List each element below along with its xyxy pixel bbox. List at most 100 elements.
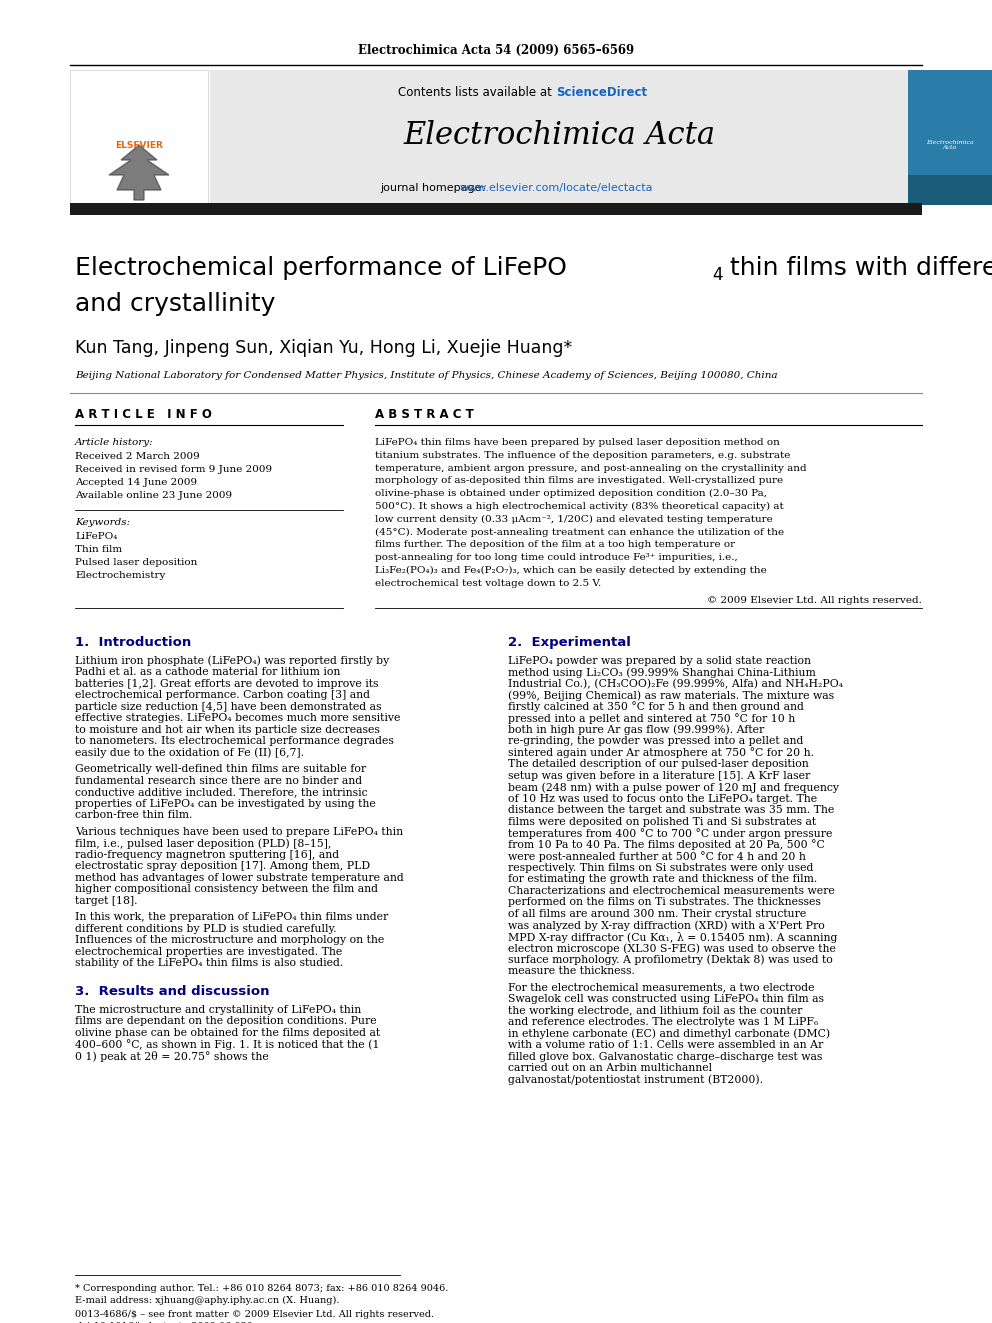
Text: radio-frequency magnetron sputtering [16], and: radio-frequency magnetron sputtering [16…: [75, 849, 339, 860]
Text: Padhi et al. as a cathode material for lithium ion: Padhi et al. as a cathode material for l…: [75, 667, 340, 677]
Text: ELSEVIER: ELSEVIER: [115, 140, 163, 149]
Text: ScienceDirect: ScienceDirect: [556, 86, 647, 99]
Text: Thin film: Thin film: [75, 545, 122, 554]
Text: Pulsed laser deposition: Pulsed laser deposition: [75, 558, 197, 568]
Text: Electrochimica Acta: Electrochimica Acta: [403, 119, 715, 151]
Text: measure the thickness.: measure the thickness.: [508, 966, 635, 976]
Text: Geometrically well-defined thin films are suitable for: Geometrically well-defined thin films ar…: [75, 765, 366, 774]
Text: of 10 Hz was used to focus onto the LiFePO₄ target. The: of 10 Hz was used to focus onto the LiFe…: [508, 794, 817, 803]
Text: re-grinding, the powder was pressed into a pellet and: re-grinding, the powder was pressed into…: [508, 736, 804, 746]
Text: beam (248 nm) with a pulse power of 120 mJ and frequency: beam (248 nm) with a pulse power of 120 …: [508, 782, 839, 792]
Bar: [908, 70, 992, 205]
Text: to moisture and hot air when its particle size decreases: to moisture and hot air when its particl…: [75, 725, 380, 734]
Text: with a volume ratio of 1:1. Cells were assembled in an Ar: with a volume ratio of 1:1. Cells were a…: [508, 1040, 823, 1050]
Text: Lithium iron phosphate (LiFePO₄) was reported firstly by: Lithium iron phosphate (LiFePO₄) was rep…: [75, 656, 389, 667]
Text: titanium substrates. The influence of the deposition parameters, e.g. substrate: titanium substrates. The influence of th…: [375, 451, 791, 460]
Text: method has advantages of lower substrate temperature and: method has advantages of lower substrate…: [75, 873, 404, 882]
Text: method using Li₂CO₃ (99.999% Shanghai China-Lithium: method using Li₂CO₃ (99.999% Shanghai Ch…: [508, 667, 815, 677]
Text: 0 1) peak at 2θ = 20.75° shows the: 0 1) peak at 2θ = 20.75° shows the: [75, 1050, 269, 1061]
Text: film, i.e., pulsed laser deposition (PLD) [8–15],: film, i.e., pulsed laser deposition (PLD…: [75, 837, 331, 848]
Text: Contents lists available at: Contents lists available at: [399, 86, 556, 99]
Text: Beijing National Laboratory for Condensed Matter Physics, Institute of Physics, : Beijing National Laboratory for Condense…: [75, 370, 778, 380]
Text: 400–600 °C, as shown in Fig. 1. It is noticed that the (1: 400–600 °C, as shown in Fig. 1. It is no…: [75, 1039, 380, 1050]
Text: Available online 23 June 2009: Available online 23 June 2009: [75, 491, 232, 500]
Text: and crystallinity: and crystallinity: [75, 292, 276, 316]
Text: the working electrode, and lithium foil as the counter: the working electrode, and lithium foil …: [508, 1005, 803, 1016]
Text: LiFePO₄ thin films have been prepared by pulsed laser deposition method on: LiFePO₄ thin films have been prepared by…: [375, 438, 780, 447]
Text: (45°C). Moderate post-annealing treatment can enhance the utilization of the: (45°C). Moderate post-annealing treatmen…: [375, 528, 784, 537]
Text: Swagelok cell was constructed using LiFePO₄ thin film as: Swagelok cell was constructed using LiFe…: [508, 994, 824, 1004]
Text: for estimating the growth rate and thickness of the film.: for estimating the growth rate and thick…: [508, 875, 817, 884]
Text: to nanometers. Its electrochemical performance degrades: to nanometers. Its electrochemical perfo…: [75, 736, 394, 746]
Polygon shape: [109, 146, 169, 200]
Text: (99%, Beijing Chemical) as raw materials. The mixture was: (99%, Beijing Chemical) as raw materials…: [508, 691, 834, 701]
Text: electron microscope (XL30 S-FEG) was used to observe the: electron microscope (XL30 S-FEG) was use…: [508, 943, 836, 954]
Text: olivine phase can be obtained for the films deposited at: olivine phase can be obtained for the fi…: [75, 1028, 380, 1037]
Text: Various techniques have been used to prepare LiFePO₄ thin: Various techniques have been used to pre…: [75, 827, 403, 836]
Text: films further. The deposition of the film at a too high temperature or: films further. The deposition of the fil…: [375, 540, 735, 549]
Text: morphology of as-deposited thin films are investigated. Well-crystallized pure: morphology of as-deposited thin films ar…: [375, 476, 783, 486]
Text: carbon-free thin film.: carbon-free thin film.: [75, 810, 192, 820]
Text: Influences of the microstructure and morphology on the: Influences of the microstructure and mor…: [75, 935, 384, 945]
Text: Characterizations and electrochemical measurements were: Characterizations and electrochemical me…: [508, 885, 834, 896]
Text: particle size reduction [4,5] have been demonstrated as: particle size reduction [4,5] have been …: [75, 701, 382, 712]
Text: different conditions by PLD is studied carefully.: different conditions by PLD is studied c…: [75, 923, 336, 934]
Text: respectively. Thin films on Si substrates were only used: respectively. Thin films on Si substrate…: [508, 863, 813, 873]
Text: The detailed description of our pulsed-laser deposition: The detailed description of our pulsed-l…: [508, 759, 808, 769]
Text: © 2009 Elsevier Ltd. All rights reserved.: © 2009 Elsevier Ltd. All rights reserved…: [707, 595, 922, 605]
Text: electrochemical test voltage down to 2.5 V.: electrochemical test voltage down to 2.5…: [375, 578, 601, 587]
Text: www.elsevier.com/locate/electacta: www.elsevier.com/locate/electacta: [460, 183, 654, 193]
Text: from 10 Pa to 40 Pa. The films deposited at 20 Pa, 500 °C: from 10 Pa to 40 Pa. The films deposited…: [508, 840, 824, 851]
Text: fundamental research since there are no binder and: fundamental research since there are no …: [75, 775, 362, 786]
Text: Keywords:: Keywords:: [75, 519, 130, 527]
Text: setup was given before in a literature [15]. A KrF laser: setup was given before in a literature […: [508, 770, 810, 781]
Bar: [210, 70, 908, 205]
Text: filled glove box. Galvanostatic charge–discharge test was: filled glove box. Galvanostatic charge–d…: [508, 1052, 822, 1061]
Text: films are dependant on the deposition conditions. Pure: films are dependant on the deposition co…: [75, 1016, 377, 1027]
Text: E-mail address: xjhuang@aphy.iphy.ac.cn (X. Huang).: E-mail address: xjhuang@aphy.iphy.ac.cn …: [75, 1297, 339, 1304]
Text: thin films with different morphology: thin films with different morphology: [722, 255, 992, 280]
Text: in ethylene carbonate (EC) and dimethyl carbonate (DMC): in ethylene carbonate (EC) and dimethyl …: [508, 1028, 830, 1039]
Text: journal homepage:: journal homepage:: [380, 183, 489, 193]
Text: both in high pure Ar gas flow (99.999%). After: both in high pure Ar gas flow (99.999%).…: [508, 725, 764, 736]
Text: 1.  Introduction: 1. Introduction: [75, 635, 191, 648]
Text: For the electrochemical measurements, a two electrode: For the electrochemical measurements, a …: [508, 983, 814, 992]
Bar: [70, 70, 208, 205]
Text: LiFePO₄ powder was prepared by a solid state reaction: LiFePO₄ powder was prepared by a solid s…: [508, 656, 811, 665]
Text: post-annealing for too long time could introduce Fe³⁺ impurities, i.e.,: post-annealing for too long time could i…: [375, 553, 738, 562]
Text: films were deposited on polished Ti and Si substrates at: films were deposited on polished Ti and …: [508, 816, 816, 827]
Text: distance between the target and substrate was 35 mm. The: distance between the target and substrat…: [508, 806, 834, 815]
Text: low current density (0.33 μAcm⁻², 1/20C) and elevated testing temperature: low current density (0.33 μAcm⁻², 1/20C)…: [375, 515, 773, 524]
Text: 0013-4686/$ – see front matter © 2009 Elsevier Ltd. All rights reserved.: 0013-4686/$ – see front matter © 2009 El…: [75, 1310, 434, 1319]
Text: electrostatic spray deposition [17]. Among them, PLD: electrostatic spray deposition [17]. Amo…: [75, 861, 370, 871]
Text: target [18].: target [18].: [75, 896, 138, 906]
Text: Industrial Co.), (CH₃COO)₂Fe (99.999%, Alfa) and NH₄H₂PO₄: Industrial Co.), (CH₃COO)₂Fe (99.999%, A…: [508, 679, 843, 689]
Text: effective strategies. LiFePO₄ becomes much more sensitive: effective strategies. LiFePO₄ becomes mu…: [75, 713, 401, 724]
Text: Accepted 14 June 2009: Accepted 14 June 2009: [75, 478, 197, 487]
Text: 500°C). It shows a high electrochemical activity (83% theoretical capacity) at: 500°C). It shows a high electrochemical …: [375, 501, 784, 511]
Text: Kun Tang, Jinpeng Sun, Xiqian Yu, Hong Li, Xuejie Huang*: Kun Tang, Jinpeng Sun, Xiqian Yu, Hong L…: [75, 339, 572, 357]
Text: surface morphology. A profilometry (Dektak 8) was used to: surface morphology. A profilometry (Dekt…: [508, 955, 832, 966]
Text: Received in revised form 9 June 2009: Received in revised form 9 June 2009: [75, 464, 272, 474]
Text: easily due to the oxidation of Fe (II) [6,7].: easily due to the oxidation of Fe (II) […: [75, 747, 304, 758]
Text: The microstructure and crystallinity of LiFePO₄ thin: The microstructure and crystallinity of …: [75, 1004, 361, 1015]
Text: firstly calcined at 350 °C for 5 h and then ground and: firstly calcined at 350 °C for 5 h and t…: [508, 701, 804, 713]
Text: conductive additive included. Therefore, the intrinsic: conductive additive included. Therefore,…: [75, 787, 368, 796]
Text: pressed into a pellet and sintered at 750 °C for 10 h: pressed into a pellet and sintered at 75…: [508, 713, 796, 724]
Text: Li₃Fe₂(PO₄)₃ and Fe₄(P₂O₇)₃, which can be easily detected by extending the: Li₃Fe₂(PO₄)₃ and Fe₄(P₂O₇)₃, which can b…: [375, 566, 767, 576]
Text: Electrochimica
Acta: Electrochimica Acta: [927, 140, 974, 151]
Text: were post-annealed further at 500 °C for 4 h and 20 h: were post-annealed further at 500 °C for…: [508, 851, 806, 863]
Text: Electrochemistry: Electrochemistry: [75, 572, 166, 579]
Text: temperatures from 400 °C to 700 °C under argon pressure: temperatures from 400 °C to 700 °C under…: [508, 828, 832, 839]
Text: Received 2 March 2009: Received 2 March 2009: [75, 452, 199, 460]
Text: carried out on an Arbin multichannel: carried out on an Arbin multichannel: [508, 1064, 712, 1073]
Text: and reference electrodes. The electrolyte was 1 M LiPF₆: and reference electrodes. The electrolyt…: [508, 1017, 818, 1027]
Text: performed on the films on Ti substrates. The thicknesses: performed on the films on Ti substrates.…: [508, 897, 820, 908]
Text: temperature, ambient argon pressure, and post-annealing on the crystallinity and: temperature, ambient argon pressure, and…: [375, 463, 806, 472]
Text: properties of LiFePO₄ can be investigated by using the: properties of LiFePO₄ can be investigate…: [75, 799, 376, 808]
Text: galvanostat/potentiostat instrument (BT2000).: galvanostat/potentiostat instrument (BT2…: [508, 1074, 763, 1085]
Text: higher compositional consistency between the film and: higher compositional consistency between…: [75, 884, 378, 894]
Text: 4: 4: [712, 266, 722, 284]
Text: sintered again under Ar atmosphere at 750 °C for 20 h.: sintered again under Ar atmosphere at 75…: [508, 747, 814, 758]
Text: electrochemical performance. Carbon coating [3] and: electrochemical performance. Carbon coat…: [75, 691, 370, 700]
